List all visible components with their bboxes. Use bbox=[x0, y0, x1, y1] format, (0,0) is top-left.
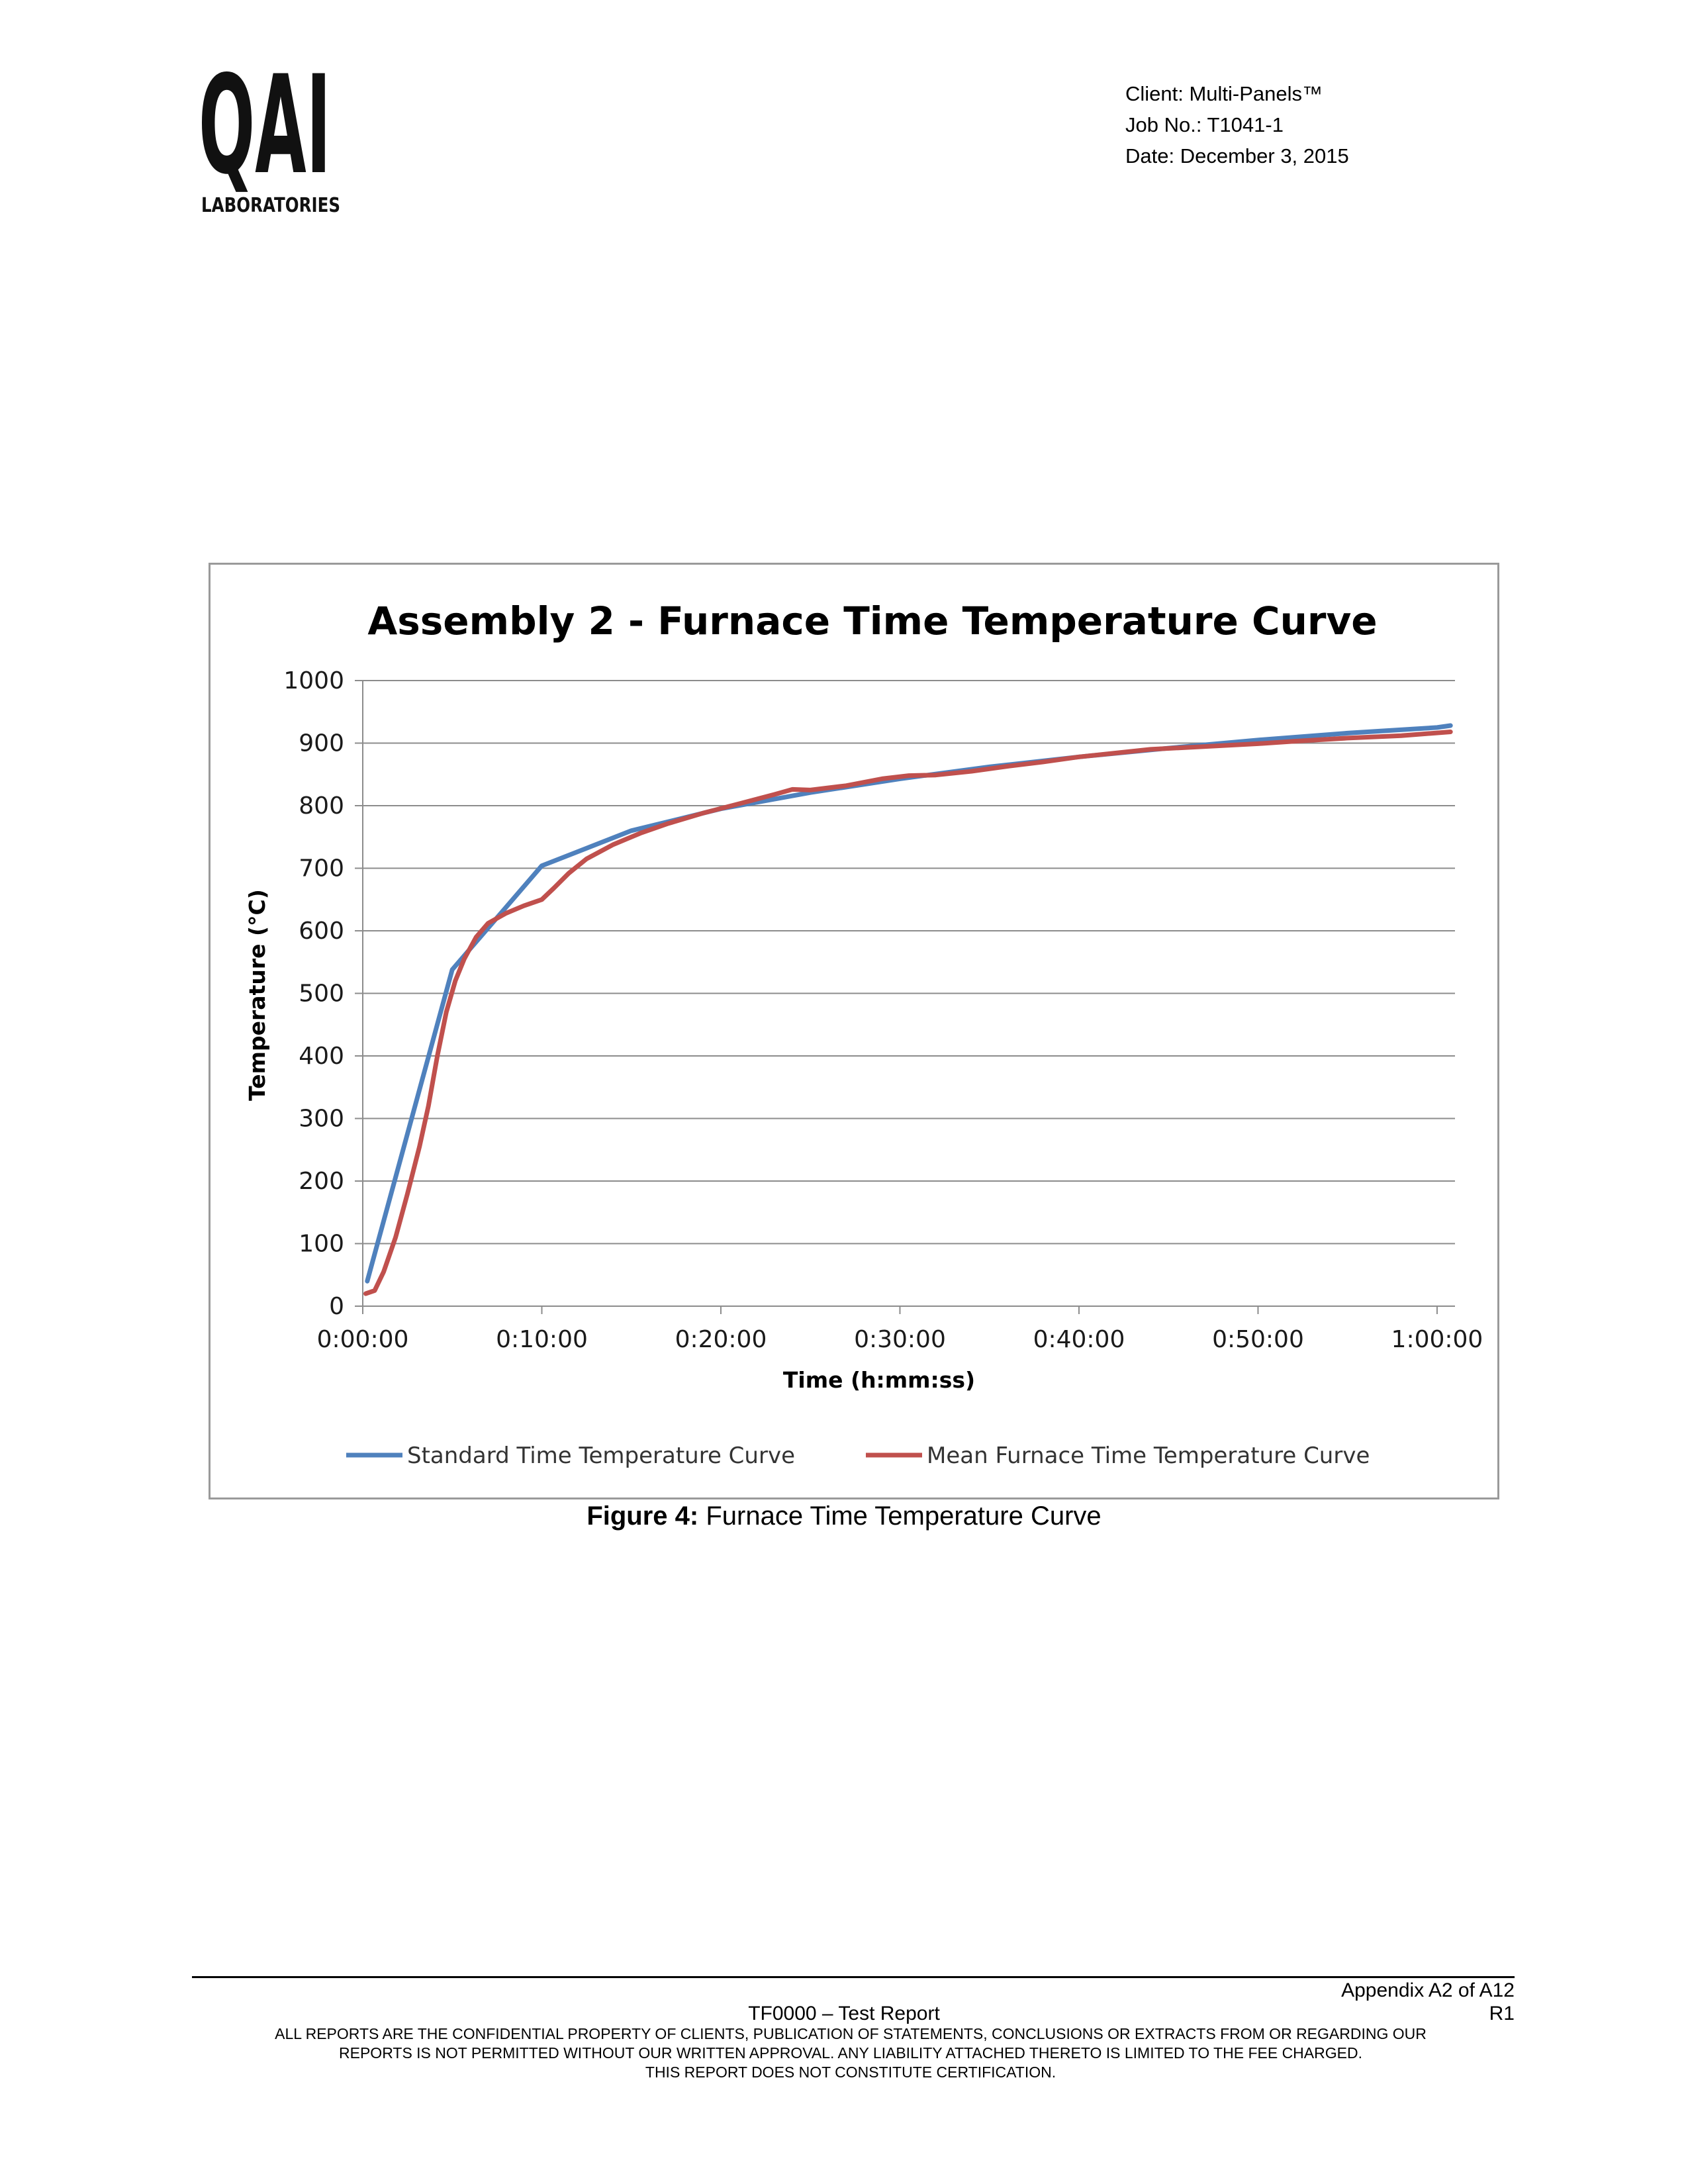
job-number: Job No.: T1041-1 bbox=[1125, 113, 1284, 136]
client-name: Client: Multi-Panels™ bbox=[1125, 82, 1323, 105]
report-name: TF0000 – Test Report bbox=[748, 2003, 940, 2024]
y-tick-label: 300 bbox=[299, 1106, 344, 1133]
y-tick-label: 600 bbox=[299, 918, 344, 945]
x-tick-label: 0:10:00 bbox=[496, 1326, 588, 1353]
x-tick-label: 0:30:00 bbox=[854, 1326, 946, 1353]
x-tick-label: 0:00:00 bbox=[317, 1326, 409, 1353]
x-axis-title: Time (h:mm:ss) bbox=[783, 1367, 975, 1393]
y-tick-label: 800 bbox=[299, 792, 344, 820]
standard-curve-line bbox=[365, 723, 1453, 1284]
logo-mark: QAI bbox=[199, 53, 331, 205]
legend-label-mean: Mean Furnace Time Temperature Curve bbox=[927, 1443, 1370, 1469]
y-tick-label: 1000 bbox=[283, 667, 344, 694]
y-tick-label: 0 bbox=[329, 1293, 344, 1320]
gridlines bbox=[363, 680, 1455, 1245]
appendix-number: Appendix A2 of A12 bbox=[1341, 1979, 1515, 2001]
y-tick-label: 100 bbox=[299, 1231, 344, 1258]
confidentiality-disclaimer: ALL REPORTS ARE THE CONFIDENTIAL PROPERT… bbox=[199, 2024, 1503, 2082]
y-tick-label: 900 bbox=[299, 730, 344, 757]
x-tick-label: 0:50:00 bbox=[1212, 1326, 1304, 1353]
y-tick-labels: 0 100 200 300 400 500 600 700 800 900 1000 bbox=[283, 667, 344, 1320]
logo-subtext: LABORATORIES bbox=[201, 194, 340, 217]
y-axis-title: Temperature (°C) bbox=[244, 889, 270, 1101]
chart-frame: Assembly 2 - Furnace Time Temperature Cu… bbox=[209, 563, 1499, 1499]
revision: R1 bbox=[1489, 2003, 1515, 2024]
disclaimer-line: THIS REPORT DOES NOT CONSTITUTE CERTIFIC… bbox=[645, 2064, 1056, 2081]
qai-laboratories-logo: QAI LABORATORIES bbox=[199, 47, 351, 225]
chart-title: Assembly 2 - Furnace Time Temperature Cu… bbox=[367, 598, 1377, 643]
legend-label-standard: Standard Time Temperature Curve bbox=[407, 1443, 795, 1469]
y-tick-label: 200 bbox=[299, 1168, 344, 1195]
disclaimer-line: REPORTS IS NOT PERMITTED WITHOUT OUR WRI… bbox=[339, 2044, 1362, 2062]
report-date: Date: December 3, 2015 bbox=[1125, 144, 1349, 167]
x-tick-label: 0:20:00 bbox=[675, 1326, 767, 1353]
footer-divider bbox=[192, 1976, 1515, 1978]
y-tick-label: 400 bbox=[299, 1043, 344, 1070]
y-tick-label: 500 bbox=[299, 980, 344, 1008]
x-tick-label: 1:00:00 bbox=[1391, 1326, 1483, 1353]
mean-furnace-curve-line bbox=[363, 730, 1453, 1296]
disclaimer-line: ALL REPORTS ARE THE CONFIDENTIAL PROPERT… bbox=[275, 2025, 1427, 2042]
axes bbox=[355, 680, 1455, 1314]
x-tick-labels: 0:00:00 0:10:00 0:20:00 0:30:00 0:40:00 0:50:… bbox=[317, 1326, 1483, 1353]
figure-label: Figure 4: bbox=[586, 1501, 699, 1531]
figure-caption: Figure 4: Furnace Time Temperature Curve bbox=[0, 1501, 1688, 1531]
report-header-info: Client: Multi-Panels™ Job No.: T1041-1 D… bbox=[1125, 78, 1349, 171]
x-tick-label: 0:40:00 bbox=[1033, 1326, 1125, 1353]
furnace-temperature-chart: Assembly 2 - Furnace Time Temperature Cu… bbox=[244, 598, 1483, 1469]
y-tick-label: 700 bbox=[299, 855, 344, 882]
figure-caption-text: Furnace Time Temperature Curve bbox=[706, 1501, 1102, 1531]
legend: Standard Time Temperature Curve Mean Fur… bbox=[346, 1443, 1370, 1469]
data-series bbox=[363, 723, 1453, 1296]
